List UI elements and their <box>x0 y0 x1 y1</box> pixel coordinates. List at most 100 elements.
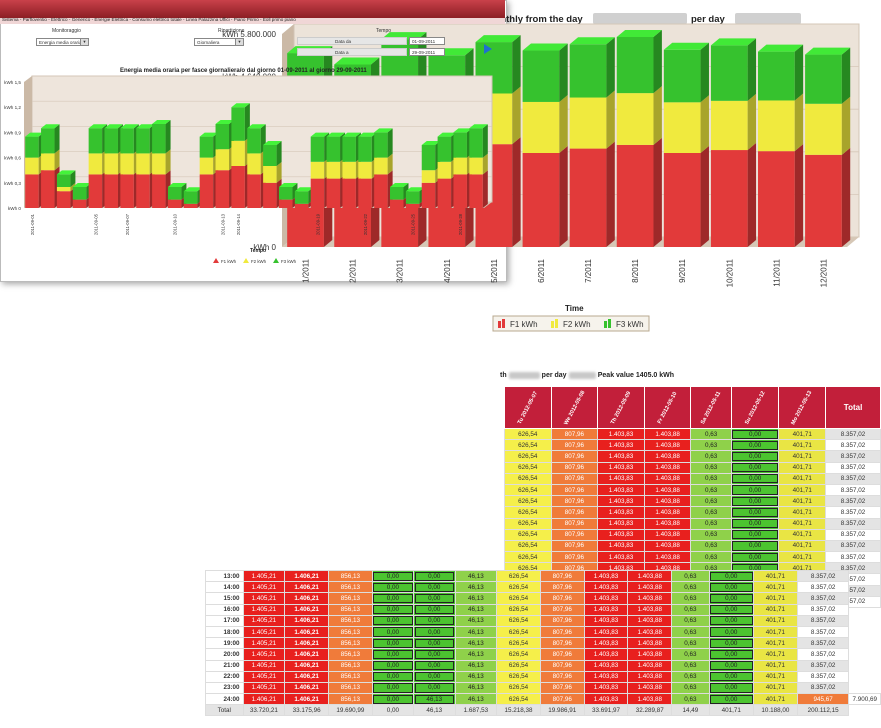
bar-segment-f1-kwh <box>421 178 441 208</box>
bar-front <box>183 203 198 208</box>
bar-segment-f3-kwh <box>247 124 266 154</box>
table-cell: 807,96 <box>539 637 585 650</box>
total-cell: 200.112,15 <box>796 704 850 717</box>
legend-label: F2 kWh <box>251 259 267 264</box>
bar-front <box>167 187 182 200</box>
bar-side <box>54 149 60 171</box>
table-cell: 0,00 <box>730 439 780 452</box>
table-cell: 1.403,88 <box>627 681 673 695</box>
table-cell: 1.403,83 <box>597 517 645 530</box>
table-cell: 0,00 <box>413 648 456 661</box>
table-cell: 1.405,21 <box>242 637 286 650</box>
bar-top <box>183 187 203 192</box>
table-cell: 1.403,83 <box>597 439 645 452</box>
column-header-label: Su 2012-05-12 <box>743 389 767 426</box>
table-cell: 8.357,02 <box>825 472 881 485</box>
legend-swatch <box>604 321 607 328</box>
from-date-input[interactable]: 01-09-2011 <box>409 37 445 45</box>
table-cell: 0,00 <box>708 670 755 683</box>
bar-front <box>405 203 420 208</box>
table-cell: 626,54 <box>504 427 552 441</box>
y-tick-label: kWh 0 <box>8 206 21 211</box>
table-cell: 626,54 <box>496 637 541 650</box>
table-cell: 1.403,88 <box>627 693 673 706</box>
monitor-select[interactable]: Energia media oraria ▼ <box>36 38 89 46</box>
table-cell: 1.403,83 <box>583 670 629 683</box>
table-cell: 1.403,88 <box>643 450 692 463</box>
table-cell: 807,96 <box>539 670 585 683</box>
bar-front <box>56 191 71 208</box>
table-cell: 0,63 <box>690 439 732 452</box>
total-cell: 0,00 <box>371 704 415 717</box>
table-cell: 8.357,02 <box>796 581 850 594</box>
table-cell: 401,71 <box>753 603 798 616</box>
row-time-label: 22:00 <box>205 670 244 683</box>
bar-front <box>342 161 356 179</box>
bar-front <box>374 174 388 208</box>
table-cell: 807,96 <box>550 539 599 553</box>
to-date-input[interactable]: 29-09-2011 <box>409 48 445 56</box>
split-select[interactable]: Giornaliera ▼ <box>194 38 244 46</box>
table-cell: 1.403,83 <box>583 648 629 661</box>
table-cell: 8.357,02 <box>825 450 881 463</box>
table-cell: 401,71 <box>778 517 827 530</box>
table-cell: 807,96 <box>550 483 599 497</box>
bar-front <box>421 145 436 171</box>
bar-side <box>794 144 804 247</box>
x-tick-label: 2011-09-05 <box>93 213 98 235</box>
bar-front <box>263 182 277 208</box>
table-cell: 1.403,83 <box>583 637 629 650</box>
table-cell: 46,13 <box>454 614 498 627</box>
bar-top <box>453 128 472 133</box>
table-cell: 0,63 <box>671 603 710 616</box>
bar-front <box>310 136 325 162</box>
table-cell: 856,13 <box>328 603 373 616</box>
total-cell: 32.289,87 <box>627 704 673 717</box>
row-time-label: 18:00 <box>205 625 244 639</box>
bar-segment-f1-kwh <box>437 174 457 208</box>
bar-front <box>120 153 134 175</box>
bar-front <box>72 199 87 208</box>
bar-front <box>522 50 560 102</box>
table-cell: 0,63 <box>690 539 732 553</box>
table-cell: 46,13 <box>454 648 498 661</box>
table-cell: 626,54 <box>504 472 552 485</box>
bar-front <box>437 178 452 208</box>
table-cell: 1.403,88 <box>643 551 692 564</box>
table-cell: 401,71 <box>753 681 798 695</box>
bar-segment-f1-kwh <box>342 174 361 208</box>
bar-front <box>247 153 261 175</box>
app-header-subband <box>0 18 505 24</box>
table-cell: 807,96 <box>550 427 599 441</box>
redacted-date-2 <box>735 13 801 24</box>
table-cell: 0,00 <box>413 614 456 627</box>
table-cell: 0,00 <box>371 681 415 695</box>
table-cell: 1.406,21 <box>284 681 330 695</box>
energy-table-panel: th xxxxxxxx per day xxxxxxx Peak value 1… <box>205 372 881 728</box>
table-cell: 1.403,83 <box>597 495 645 508</box>
table-cell: 807,96 <box>539 681 585 695</box>
bar-front <box>421 182 436 208</box>
bar-side <box>165 149 171 175</box>
table-cell: 8.357,02 <box>796 603 850 616</box>
bar-front <box>805 54 842 104</box>
bar-front <box>710 45 748 101</box>
table-cell: 46,13 <box>454 670 498 683</box>
table-cell: 8.357,02 <box>796 592 850 605</box>
play-icon[interactable] <box>484 44 492 54</box>
table-cell: 0,00 <box>708 659 755 672</box>
table-cell: 1.406,21 <box>284 648 330 661</box>
bar-segment-f3-kwh <box>326 132 346 162</box>
table-row: 22:00 1.405,21 1.406,21 856,13 0,00 0,00 46,13… <box>205 670 881 683</box>
table-cell: 0,00 <box>708 603 755 616</box>
table-row: 21:00 1.405,21 1.406,21 856,13 0,00 0,00 46,13… <box>205 659 881 672</box>
table-cell: 0,63 <box>690 528 732 541</box>
table-cell: 401,71 <box>778 461 827 474</box>
bar-top <box>136 124 155 129</box>
total-cell: 10.188,00 <box>753 704 798 717</box>
table-cell: 626,54 <box>504 439 552 452</box>
table-cell: 0,00 <box>413 625 456 639</box>
table-cell: 8.357,02 <box>825 461 881 474</box>
split-label: Ripartizione <box>218 28 245 34</box>
bar-top <box>334 57 380 65</box>
